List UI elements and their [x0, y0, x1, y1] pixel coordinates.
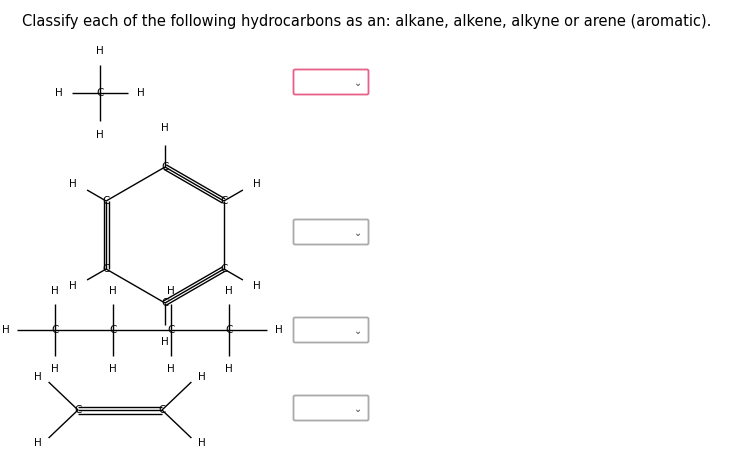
Text: H: H: [96, 130, 104, 140]
Text: C: C: [109, 325, 116, 335]
Text: ⌄: ⌄: [354, 404, 362, 414]
FancyBboxPatch shape: [293, 317, 368, 342]
Text: H: H: [198, 438, 206, 448]
Text: H: H: [109, 364, 117, 374]
Text: H: H: [34, 372, 41, 382]
Text: ⌄: ⌄: [354, 326, 362, 336]
Text: ⌄: ⌄: [354, 78, 362, 88]
Text: H: H: [69, 179, 77, 189]
Text: C: C: [161, 298, 169, 308]
Text: C: C: [97, 88, 104, 98]
Text: C: C: [52, 325, 59, 335]
Text: H: H: [198, 372, 206, 382]
Text: H: H: [161, 337, 169, 347]
Text: C: C: [161, 162, 169, 172]
Text: H: H: [225, 286, 233, 296]
Text: C: C: [158, 405, 166, 415]
Text: H: H: [69, 281, 77, 291]
Text: H: H: [275, 325, 282, 335]
Text: H: H: [1, 325, 10, 335]
Text: C: C: [102, 196, 110, 206]
Text: C: C: [74, 405, 82, 415]
Text: H: H: [254, 179, 261, 189]
Text: C: C: [220, 196, 228, 206]
Text: C: C: [226, 325, 233, 335]
Text: H: H: [225, 364, 233, 374]
Text: H: H: [161, 123, 169, 133]
Text: H: H: [167, 364, 175, 374]
Text: C: C: [220, 264, 228, 274]
Text: C: C: [102, 264, 110, 274]
Text: ⌄: ⌄: [354, 228, 362, 238]
Text: H: H: [109, 286, 117, 296]
Text: H: H: [51, 286, 59, 296]
Text: H: H: [167, 286, 175, 296]
FancyBboxPatch shape: [293, 395, 368, 420]
Text: H: H: [34, 438, 41, 448]
Text: H: H: [254, 281, 261, 291]
Text: C: C: [167, 325, 175, 335]
Text: H: H: [96, 46, 104, 56]
Text: Classify each of the following hydrocarbons as an: alkane, alkene, alkyne or are: Classify each of the following hydrocarb…: [22, 14, 711, 29]
FancyBboxPatch shape: [293, 219, 368, 244]
Text: H: H: [51, 364, 59, 374]
Text: H: H: [137, 88, 144, 98]
Text: H: H: [55, 88, 63, 98]
FancyBboxPatch shape: [293, 69, 368, 95]
